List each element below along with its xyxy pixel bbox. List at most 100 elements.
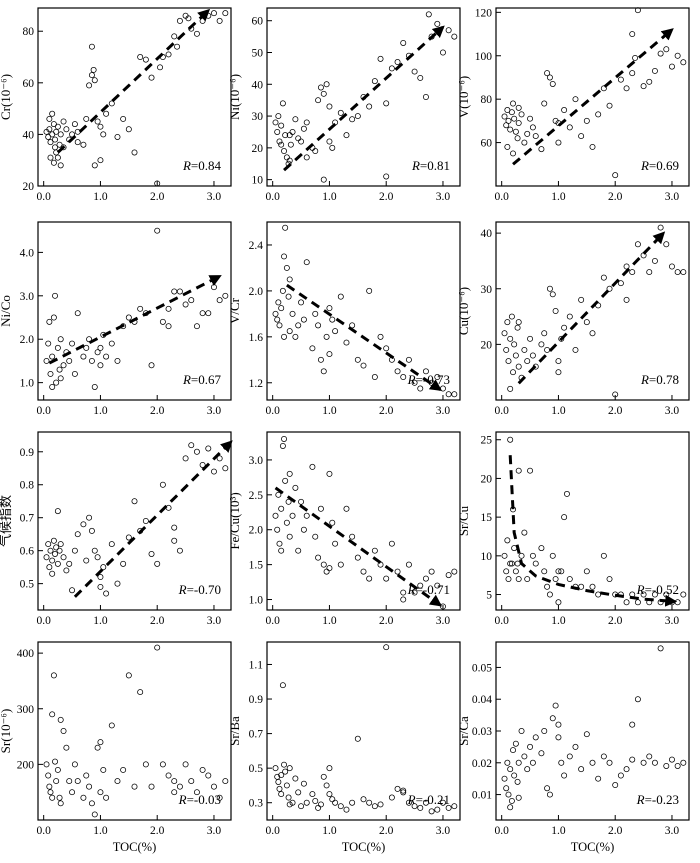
data-point: [524, 576, 531, 583]
data-point: [320, 90, 327, 97]
data-point: [405, 799, 412, 806]
data-point: [80, 141, 87, 148]
data-point: [555, 139, 562, 146]
data-point: [612, 391, 619, 398]
data-point: [295, 789, 302, 796]
data-point: [47, 547, 54, 554]
data-point: [66, 560, 73, 567]
data-point: [657, 50, 664, 57]
data-point: [634, 241, 641, 248]
x-tick-label: 2.0: [379, 825, 394, 837]
data-point: [312, 798, 319, 804]
data-point: [529, 352, 536, 359]
data-point: [349, 533, 356, 540]
data-point: [510, 100, 517, 107]
data-point: [337, 109, 344, 116]
data-point: [320, 561, 327, 568]
data-point: [511, 772, 518, 779]
data-point: [501, 330, 508, 337]
y-axis-label: Sr/Ca: [456, 716, 471, 746]
data-point: [640, 759, 647, 766]
data-point: [646, 269, 653, 276]
x-tick-label: 3.0: [665, 405, 680, 417]
y-tick-label: 2.0: [249, 525, 264, 537]
data-point: [527, 467, 534, 474]
data-point: [323, 333, 330, 340]
data-point: [434, 582, 441, 589]
x-tick-label: 1.0: [322, 405, 337, 417]
data-point: [287, 141, 294, 148]
data-point: [527, 335, 534, 342]
y-tick-label: 40: [481, 228, 493, 240]
y-tick-label: 200: [17, 759, 35, 771]
x-tick-label: 3.0: [665, 191, 680, 203]
data-point: [360, 568, 367, 575]
x-axis-label: TOC(%): [342, 840, 386, 854]
data-point: [515, 794, 522, 801]
data-point: [148, 550, 155, 557]
data-point: [623, 599, 630, 606]
data-point: [66, 357, 73, 364]
data-point: [354, 735, 361, 742]
data-point: [47, 139, 54, 146]
chart-panel-2: 0.0 1.0 2.0 3.0 10 20 30 40 50 60 Ni(10⁻⁶) R=0.81: [227, 7, 461, 203]
chart-panel-11: 0.0 1.0 2.0 3.0 0.3 0.5 0.7 0.9 1.1 Sr/Ba R=-0.21 T…: [227, 641, 461, 854]
chart-panel-5: 0.0 1.0 2.0 3.0 1.2 1.6 2.0 2.4 V/Cr R=-0.73: [227, 221, 461, 417]
x-tick-label: 3.0: [665, 615, 680, 627]
data-point: [312, 148, 319, 155]
data-point: [125, 126, 132, 133]
data-point: [510, 369, 517, 376]
data-point: [507, 335, 514, 342]
data-point: [53, 128, 60, 135]
data-point: [165, 504, 172, 511]
data-point: [154, 560, 161, 567]
data-point: [279, 682, 286, 689]
data-point: [600, 753, 607, 760]
data-point: [640, 591, 647, 598]
data-point: [74, 310, 81, 317]
data-point: [445, 27, 452, 34]
data-point: [617, 76, 624, 83]
data-point: [623, 85, 630, 92]
data-point: [394, 568, 401, 575]
x-tick-label: 2.0: [608, 615, 623, 627]
data-point: [210, 783, 217, 790]
data-point: [552, 576, 559, 583]
x-tick-label: 0.0: [265, 615, 280, 627]
data-point: [510, 150, 517, 157]
data-point: [292, 116, 299, 123]
data-point: [53, 379, 60, 386]
data-point: [103, 353, 110, 360]
data-point: [154, 644, 161, 651]
data-point: [377, 801, 384, 808]
data-point: [49, 353, 56, 360]
data-point: [43, 357, 50, 364]
data-point: [46, 783, 53, 790]
data-point: [281, 333, 288, 340]
data-point: [199, 766, 206, 773]
data-point: [57, 541, 64, 548]
data-point: [94, 349, 101, 356]
y-tick-label: 300: [17, 704, 35, 716]
data-point: [623, 263, 630, 270]
data-point: [503, 346, 510, 353]
data-point: [154, 180, 161, 187]
data-point: [108, 722, 115, 729]
x-tick-label: 0.0: [36, 825, 51, 837]
data-point: [514, 778, 521, 785]
r-value-label: R=-0.23: [636, 792, 679, 807]
y-tick-label: 0.3: [249, 798, 264, 810]
trend-arrow: [508, 455, 678, 607]
data-point: [148, 74, 155, 81]
chart-panel-10: 0.0 1.0 2.0 3.0 200 300 400 Sr(10⁻⁶) R=-0.03 TOC(…: [0, 641, 232, 854]
data-point: [400, 787, 407, 794]
data-point: [216, 17, 223, 24]
data-point: [188, 778, 195, 785]
data-point: [45, 772, 52, 779]
data-point: [383, 100, 390, 107]
y-tick-label: 40: [23, 129, 35, 141]
data-point: [317, 84, 324, 91]
data-point: [74, 531, 81, 538]
data-point: [549, 291, 556, 298]
data-point: [276, 138, 283, 145]
